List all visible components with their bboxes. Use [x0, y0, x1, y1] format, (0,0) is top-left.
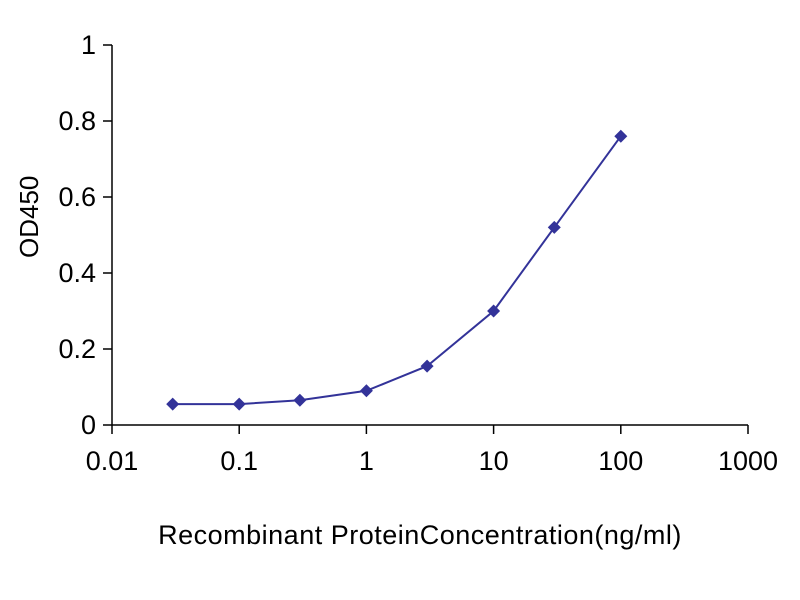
x-tick-label: 100	[598, 446, 643, 476]
x-tick-label: 0.01	[86, 446, 139, 476]
data-point	[614, 129, 628, 143]
x-tick-label: 0.1	[220, 446, 258, 476]
y-tick-label: 0.4	[58, 258, 96, 288]
data-point	[166, 397, 180, 411]
x-axis-title: Recombinant ProteinConcentration(ng/ml)	[158, 520, 682, 550]
y-tick-label: 0.2	[58, 334, 96, 364]
data-point	[232, 397, 246, 411]
y-tick-label: 0.8	[58, 106, 96, 136]
data-line	[172, 135, 622, 406]
y-tick-label: 0.6	[58, 182, 96, 212]
data-point	[487, 304, 501, 318]
data-point	[293, 393, 307, 407]
x-tick-label: 1000	[718, 446, 778, 476]
data-point	[547, 220, 561, 234]
x-tick-label: 10	[479, 446, 509, 476]
y-tick-label: 0	[81, 410, 96, 440]
data-point	[359, 384, 373, 398]
data-point	[420, 359, 434, 373]
x-tick-label: 1	[359, 446, 374, 476]
y-tick-label: 1	[81, 30, 96, 60]
y-axis-title: OD450	[14, 175, 44, 258]
